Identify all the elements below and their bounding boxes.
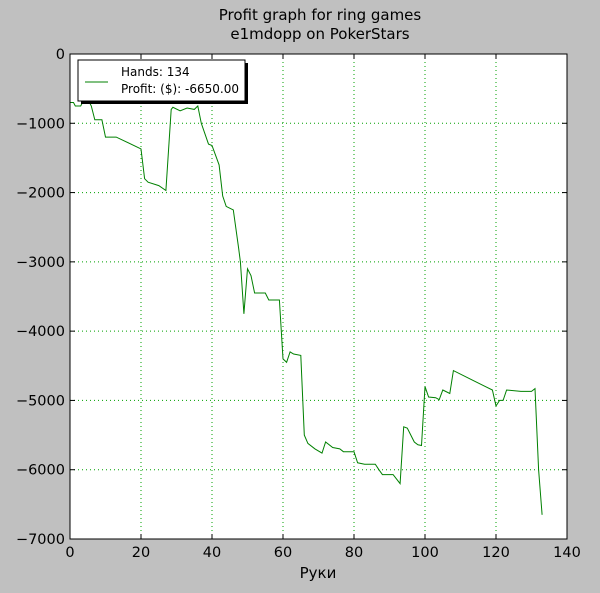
legend-box <box>77 59 246 102</box>
x-tick-label: 140 <box>553 545 581 561</box>
y-tick-label: 0 <box>56 47 65 63</box>
axis-ticks: 0 20 40 60 80 100 120 140 0 −1000 −2000 −3000 −4000 −… <box>16 47 581 561</box>
x-tick-label: 100 <box>411 545 439 561</box>
y-tick-label: −5000 <box>16 393 65 409</box>
y-tick-label: −6000 <box>16 463 65 479</box>
series-line-profit <box>70 98 543 515</box>
y-tick-label: −1000 <box>16 116 65 132</box>
y-tick-label: −4000 <box>16 324 65 340</box>
y-tick-label: −7000 <box>16 532 65 548</box>
x-tick-label: 20 <box>132 545 150 561</box>
x-tick-label: 40 <box>203 545 221 561</box>
series-layer <box>70 98 543 515</box>
y-tick-label: −2000 <box>16 186 65 202</box>
x-tick-label: 80 <box>345 545 363 561</box>
grid-lines <box>70 54 567 539</box>
legend-profit: Profit: ($): -6650.00 <box>121 82 239 96</box>
x-axis-label: Руки <box>300 564 337 582</box>
x-tick-label: 120 <box>482 545 510 561</box>
legend: Hands: 134 Profit: ($): -6650.00 <box>77 59 248 104</box>
x-tick-label: 60 <box>274 545 292 561</box>
plot-area <box>70 54 567 539</box>
chart-subtitle: e1mdopp on PokerStars <box>230 25 409 43</box>
x-tick-label: 0 <box>65 545 74 561</box>
y-tick-label: −3000 <box>16 255 65 271</box>
plot-frame <box>69 53 568 540</box>
chart-title: Profit graph for ring games <box>219 6 422 24</box>
legend-hands: Hands: 134 <box>121 65 190 79</box>
